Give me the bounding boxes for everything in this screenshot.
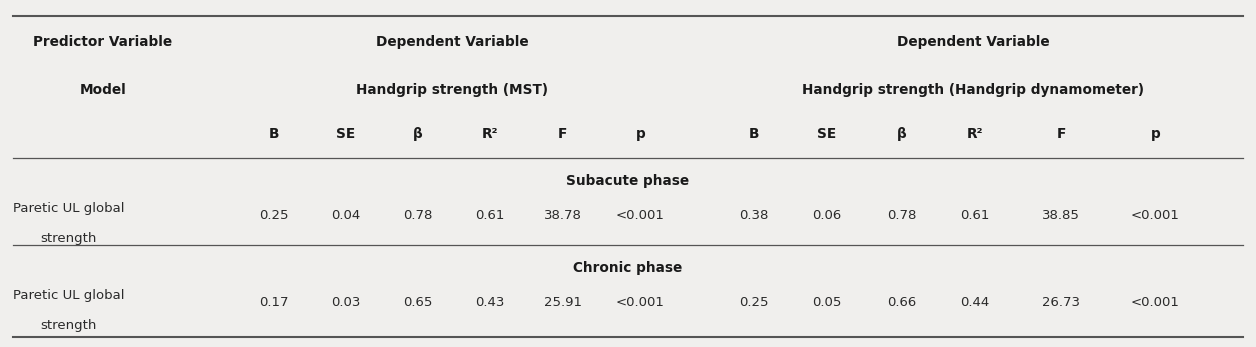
Text: 0.25: 0.25	[739, 296, 769, 309]
Text: 0.61: 0.61	[960, 209, 990, 222]
Text: R²: R²	[966, 127, 983, 141]
Text: Dependent Variable: Dependent Variable	[376, 35, 529, 49]
Text: 0.44: 0.44	[960, 296, 990, 309]
Text: 38.85: 38.85	[1042, 209, 1080, 222]
Text: Predictor Variable: Predictor Variable	[34, 35, 172, 49]
Text: Subacute phase: Subacute phase	[566, 174, 690, 188]
Text: 0.25: 0.25	[259, 209, 289, 222]
Text: 0.38: 0.38	[739, 209, 769, 222]
Text: Handgrip strength (MST): Handgrip strength (MST)	[357, 83, 548, 97]
Text: strength: strength	[40, 319, 97, 332]
Text: SE: SE	[335, 127, 355, 141]
Text: Model: Model	[79, 83, 127, 97]
Text: B: B	[269, 127, 279, 141]
Text: 0.06: 0.06	[811, 209, 842, 222]
Text: 0.78: 0.78	[887, 209, 917, 222]
Text: F: F	[558, 127, 568, 141]
Text: 0.43: 0.43	[475, 296, 505, 309]
Text: 0.65: 0.65	[403, 296, 433, 309]
Text: SE: SE	[816, 127, 836, 141]
Text: Paretic UL global: Paretic UL global	[13, 289, 124, 302]
Text: <0.001: <0.001	[1132, 296, 1179, 309]
Text: 0.78: 0.78	[403, 209, 433, 222]
Text: 0.17: 0.17	[259, 296, 289, 309]
Text: β: β	[897, 127, 907, 141]
Text: 38.78: 38.78	[544, 209, 582, 222]
Text: 25.91: 25.91	[544, 296, 582, 309]
Text: <0.001: <0.001	[617, 209, 664, 222]
Text: <0.001: <0.001	[617, 296, 664, 309]
Text: <0.001: <0.001	[1132, 209, 1179, 222]
Text: 0.03: 0.03	[330, 296, 360, 309]
Text: B: B	[749, 127, 759, 141]
Text: 0.61: 0.61	[475, 209, 505, 222]
Text: β: β	[413, 127, 423, 141]
Text: Paretic UL global: Paretic UL global	[13, 202, 124, 215]
Text: 0.66: 0.66	[887, 296, 917, 309]
Text: R²: R²	[481, 127, 499, 141]
Text: 0.05: 0.05	[811, 296, 842, 309]
Text: 26.73: 26.73	[1042, 296, 1080, 309]
Text: Dependent Variable: Dependent Variable	[897, 35, 1050, 49]
Text: p: p	[636, 127, 646, 141]
Text: 0.04: 0.04	[330, 209, 360, 222]
Text: strength: strength	[40, 232, 97, 245]
Text: Chronic phase: Chronic phase	[574, 261, 682, 275]
Text: p: p	[1150, 127, 1161, 141]
Text: F: F	[1056, 127, 1066, 141]
Text: Handgrip strength (Handgrip dynamometer): Handgrip strength (Handgrip dynamometer)	[803, 83, 1144, 97]
